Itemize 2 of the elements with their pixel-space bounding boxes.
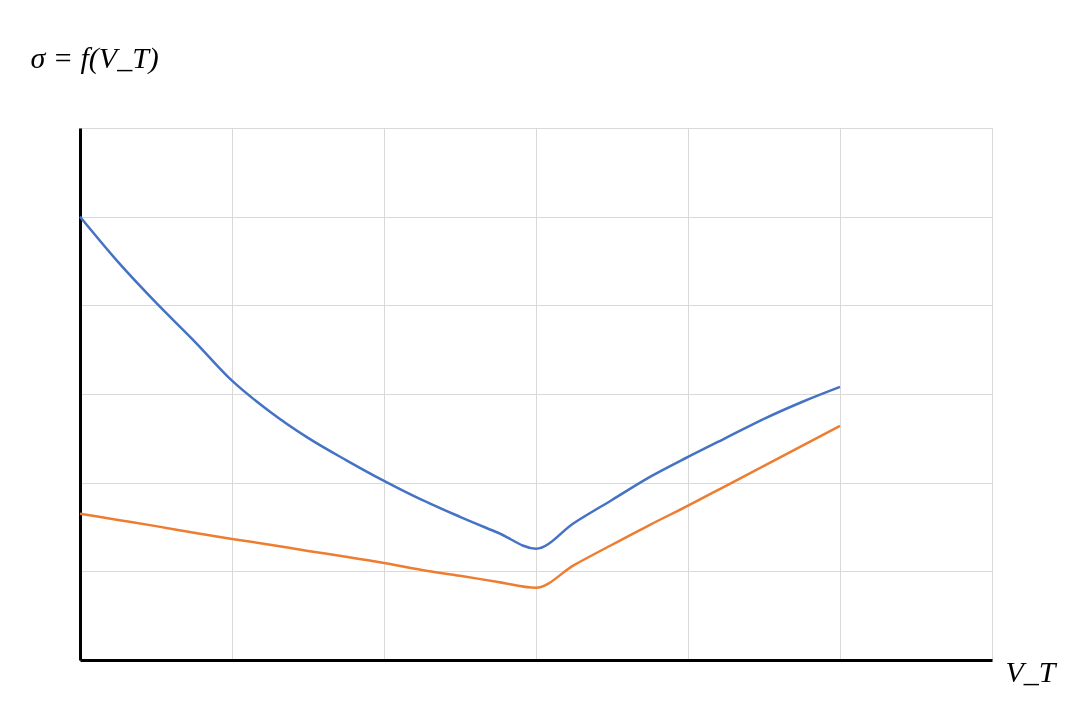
x-axis-title: V_T xyxy=(1005,654,1058,688)
y-axis-title: σ = f(V_T) xyxy=(30,40,159,75)
